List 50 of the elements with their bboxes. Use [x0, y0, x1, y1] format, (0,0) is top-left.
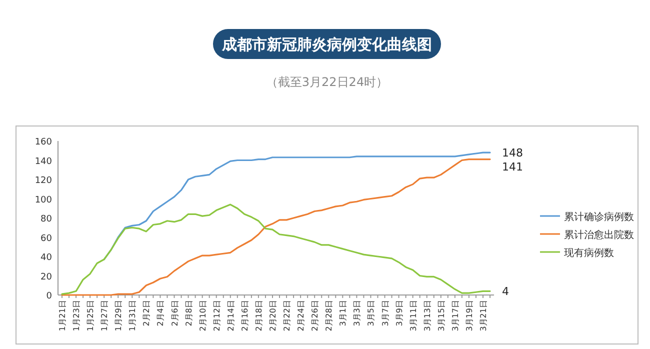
x-tick-label: 3月17日 [450, 300, 460, 332]
x-tick-label: 1月23日 [72, 300, 82, 332]
x-tick-label: 2月10日 [198, 300, 208, 332]
x-tick-label: 3月3日 [352, 300, 362, 326]
legend-label: 累计治愈出院数 [564, 229, 634, 241]
x-tick-label: 3月1日 [338, 300, 348, 326]
x-tick-label: 1月27日 [100, 300, 110, 332]
y-tick-label: 60 [40, 234, 52, 244]
data-label: 4 [502, 285, 509, 298]
x-tick-label: 2月22日 [282, 300, 292, 332]
data-label: 141 [502, 160, 523, 174]
x-tick-label: 2月18日 [254, 300, 264, 332]
y-tick-label: 80 [40, 214, 52, 224]
x-tick-label: 3月19日 [464, 300, 474, 332]
x-tick-label: 3月5日 [366, 300, 376, 326]
x-tick-label: 2月14日 [226, 300, 236, 332]
y-tick-label: 100 [34, 195, 52, 206]
x-tick-label: 2月2日 [142, 300, 152, 326]
x-tick-label: 3月9日 [394, 300, 404, 326]
x-tick-label: 3月11日 [408, 300, 418, 332]
x-tick-label: 2月16日 [240, 300, 250, 332]
y-tick-label: 140 [34, 156, 52, 167]
x-tick-label: 2月20日 [268, 300, 278, 332]
x-tick-label: 1月31日 [128, 300, 138, 332]
legend-label: 现有病例数 [564, 247, 614, 259]
x-tick-label: 1月25日 [86, 300, 96, 332]
line-series [61, 204, 491, 295]
data-label: 148 [502, 146, 523, 160]
x-tick-label: 1月29日 [114, 300, 124, 332]
x-tick-label: 2月28日 [324, 300, 334, 332]
y-tick-label: 20 [40, 272, 52, 282]
x-tick-label: 2月6日 [170, 300, 180, 326]
legend-label: 累计确诊病例数 [564, 211, 634, 223]
x-tick-label: 2月4日 [156, 300, 166, 326]
x-tick-label: 2月26日 [310, 300, 320, 332]
x-tick-label: 3月7日 [380, 300, 390, 326]
x-tick-label: 3月15日 [436, 300, 446, 332]
y-tick-label: 160 [34, 138, 52, 148]
y-tick-label: 120 [34, 176, 52, 186]
y-tick-label: 40 [40, 253, 52, 263]
x-tick-label: 3月21日 [478, 300, 488, 332]
x-tick-label: 2月12日 [212, 300, 222, 332]
x-tick-label: 3月13日 [422, 300, 432, 332]
chart-subtitle: （截至3月22日24时） [266, 75, 388, 89]
chart-title: 成都市新冠肺炎病例变化曲线图 [221, 36, 432, 54]
x-tick-label: 1月21日 [58, 300, 67, 332]
line-series [61, 158, 491, 296]
x-tick-label: 2月24日 [296, 300, 306, 332]
y-tick-label: 0 [46, 292, 52, 302]
x-tick-label: 2月8日 [184, 300, 194, 326]
